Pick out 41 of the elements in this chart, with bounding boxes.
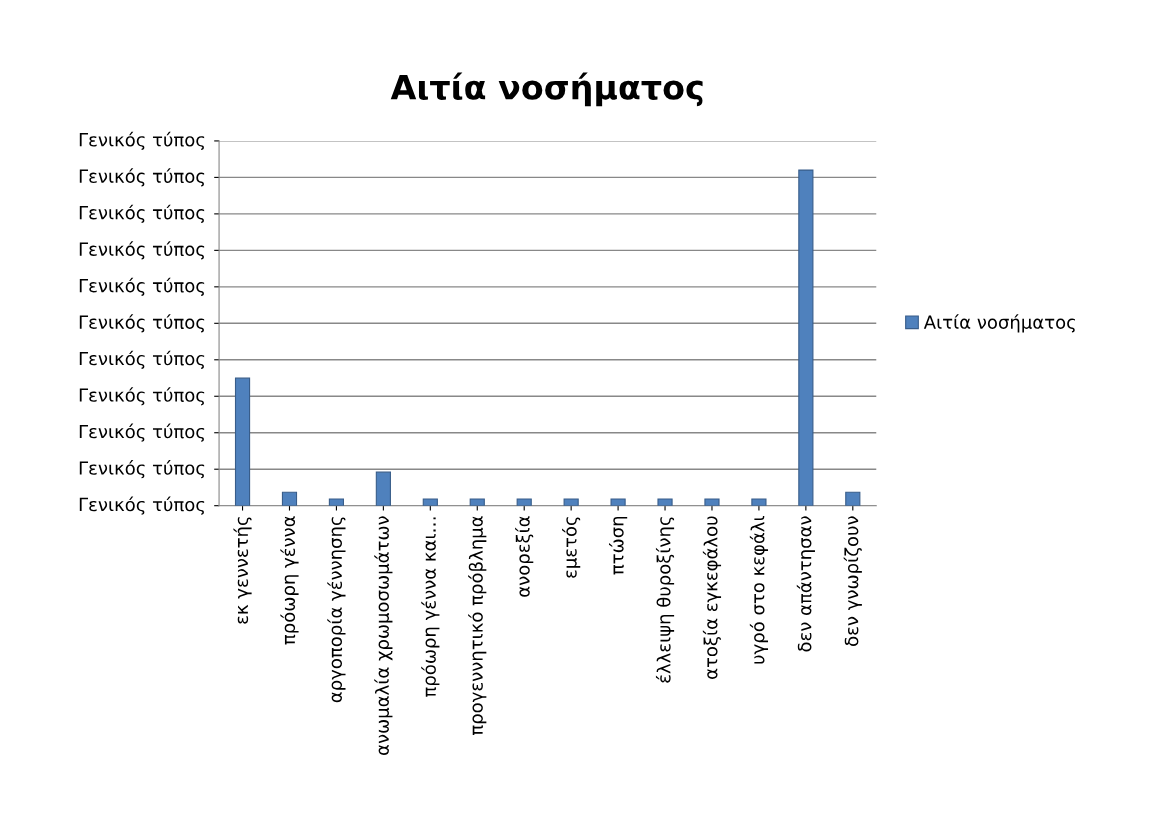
x-tick-label: έλλειψη θυροξίνης	[655, 517, 675, 683]
x-tick-label: αργοπορία γέννησης	[327, 517, 346, 703]
x-tick-label: πρόωρη γέννα	[280, 516, 299, 645]
x-tick-label: ανορεξία	[515, 516, 534, 597]
text: Γενικός τύπος	[79, 423, 205, 442]
text: Γενικός τύπος	[79, 131, 205, 151]
bar	[422, 498, 438, 506]
bar	[328, 498, 345, 506]
chart-title: Αιτία νοσήματος	[390, 72, 703, 107]
x-tick-label: προγεννητικό πρόβλημα	[468, 516, 487, 736]
bar	[610, 498, 626, 506]
legend-label: Αιτία νοσήματος	[923, 314, 1075, 333]
text: Γενικός τύπος	[79, 168, 205, 187]
x-tick-label: δεν γνωρίζουν	[843, 516, 862, 646]
bar	[563, 498, 579, 506]
x-tick-label: πρόωρη γέννα και…	[421, 517, 440, 697]
text: Γενικός τύπος	[79, 496, 205, 515]
bar	[845, 491, 861, 506]
bar	[375, 471, 391, 506]
x-tick-label: ανωμαλία χρωμοσωμάτων	[374, 516, 393, 755]
x-tick-label: εμετός	[562, 517, 581, 578]
x-tick-label: πτώση	[608, 516, 628, 575]
text: Γενικός τύπος	[79, 277, 205, 296]
text: Γενικός τύπος	[79, 460, 205, 479]
bar	[798, 169, 814, 506]
bar	[516, 498, 532, 506]
x-tick-label: ατοξία εγκεφάλου	[702, 516, 722, 679]
text: Γενικός τύπος	[79, 350, 205, 369]
bar	[469, 498, 485, 506]
text: Γενικός τύπος	[79, 241, 205, 260]
bar	[751, 498, 767, 506]
x-tick-label: δεν απάντησαν	[796, 516, 815, 652]
text: Γενικός τύπος	[79, 314, 205, 333]
bar	[281, 491, 298, 506]
bar	[704, 498, 720, 506]
bar	[657, 498, 673, 506]
bar	[234, 377, 251, 506]
x-tick-label: εκ γεννετής	[233, 517, 252, 624]
text: Γενικός τύπος	[79, 204, 205, 223]
text: Γενικός τύπος	[79, 387, 205, 406]
x-tick-label: υγρό στο κεφάλι	[749, 516, 769, 664]
